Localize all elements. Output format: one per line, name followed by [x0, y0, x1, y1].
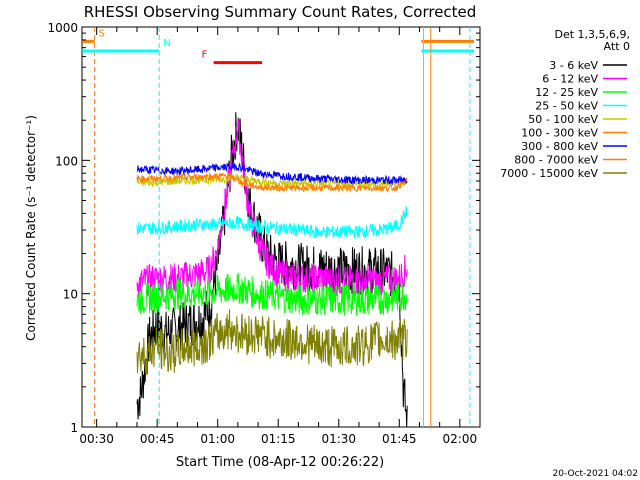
x-tick-label: 01:30 [321, 432, 356, 446]
x-tick-label: 01:00 [200, 432, 235, 446]
x-tick-label: 00:30 [79, 432, 114, 446]
plot-area: S N F [81, 26, 481, 428]
legend-label-7: 300 - 800 keV [521, 140, 598, 153]
timestamp: 20-Oct-2021 04:02 [553, 469, 638, 479]
flag-markers: S N F [82, 27, 474, 427]
x-tick-label: 01:45 [382, 432, 417, 446]
legend-label-9: 7000 - 15000 keV [500, 167, 598, 180]
y-tick-label: 100 [55, 154, 78, 168]
y-axis: 1 10 100 1000 [47, 21, 480, 435]
y-tick-label: 1000 [47, 21, 78, 35]
y-tick-label: 1 [70, 421, 78, 435]
series-line-4 [136, 206, 408, 240]
plot-frame [81, 26, 481, 428]
chart-title: RHESSI Observing Summary Count Rates, Co… [84, 3, 477, 21]
flag-n-label: N [163, 38, 170, 49]
series-line-6 [136, 171, 408, 194]
series-line-3 [136, 272, 408, 316]
legend-label-1: 3 - 6 keV [549, 59, 598, 72]
x-tick-label: 00:45 [140, 432, 175, 446]
legend-header-line-2: Att 0 [604, 40, 630, 53]
legend-header-line-1: Det 1,3,5,6,9, [554, 28, 630, 41]
legend-label-3: 12 - 25 keV [535, 86, 598, 99]
legend-label-8: 800 - 7000 keV [514, 154, 598, 167]
flag-f-label: F [202, 50, 208, 61]
legend-label-5: 50 - 100 keV [528, 113, 598, 126]
legend-label-6: 100 - 300 keV [521, 127, 598, 140]
x-axis-label: Start Time (08-Apr-12 00:26:22) [176, 455, 384, 470]
x-tick-label: 02:00 [443, 432, 478, 446]
flag-s-label: S [99, 28, 105, 39]
y-tick-label: 10 [63, 288, 78, 302]
series-line-7 [136, 162, 408, 186]
legend-label-2: 6 - 12 keV [542, 73, 598, 86]
legend-label-4: 25 - 50 keV [535, 100, 598, 113]
series-line-2 [136, 118, 408, 297]
x-tick-label: 01:15 [261, 432, 296, 446]
x-axis: 00:30 00:45 01:00 01:15 01:30 01:45 02:00 [79, 27, 477, 446]
y-axis-label: Corrected Count Rate (s⁻¹ detector⁻¹) [24, 115, 38, 341]
series-line-9 [136, 309, 408, 375]
